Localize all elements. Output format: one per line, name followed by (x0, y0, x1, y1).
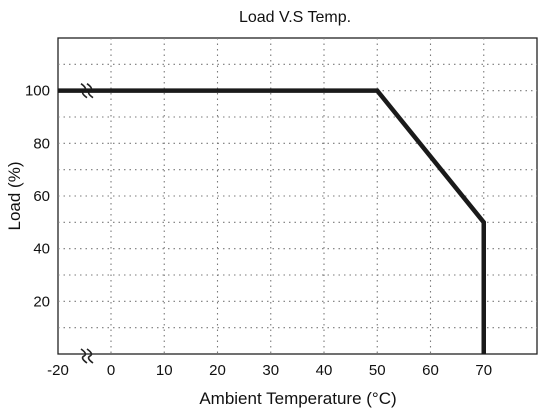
y-tick-label: 60 (33, 188, 50, 205)
series-group (58, 88, 486, 354)
series-line-0 (58, 88, 486, 354)
y-axis-title: Load (%) (5, 162, 24, 231)
y-tick-label: 40 (33, 241, 50, 258)
y-tick-label: 20 (33, 293, 50, 310)
x-tick-label: 70 (475, 362, 492, 379)
x-tick-label: 60 (422, 362, 439, 379)
x-axis-title: Ambient Temperature (°C) (199, 389, 396, 408)
y-tick-labels: 20 40 60 80 100 (25, 83, 50, 311)
x-tick-label: 40 (316, 362, 333, 379)
x-tick-label: 10 (156, 362, 173, 379)
x-tick-label: 50 (369, 362, 386, 379)
x-axis-break-mark (86, 348, 94, 364)
x-tick-label: 0 (107, 362, 115, 379)
y-tick-label: 80 (33, 135, 50, 152)
x-axis-break-mark (80, 348, 88, 364)
x-tick-label: 30 (262, 362, 279, 379)
x-tick-label: -20 (47, 362, 69, 379)
y-tick-label: 100 (25, 83, 50, 100)
x-tick-label: 20 (209, 362, 226, 379)
x-tick-labels: -20 0 10 20 30 40 50 60 70 (47, 362, 492, 379)
axis-break-marks (80, 83, 94, 364)
chart-title: Load V.S Temp. (239, 9, 351, 26)
